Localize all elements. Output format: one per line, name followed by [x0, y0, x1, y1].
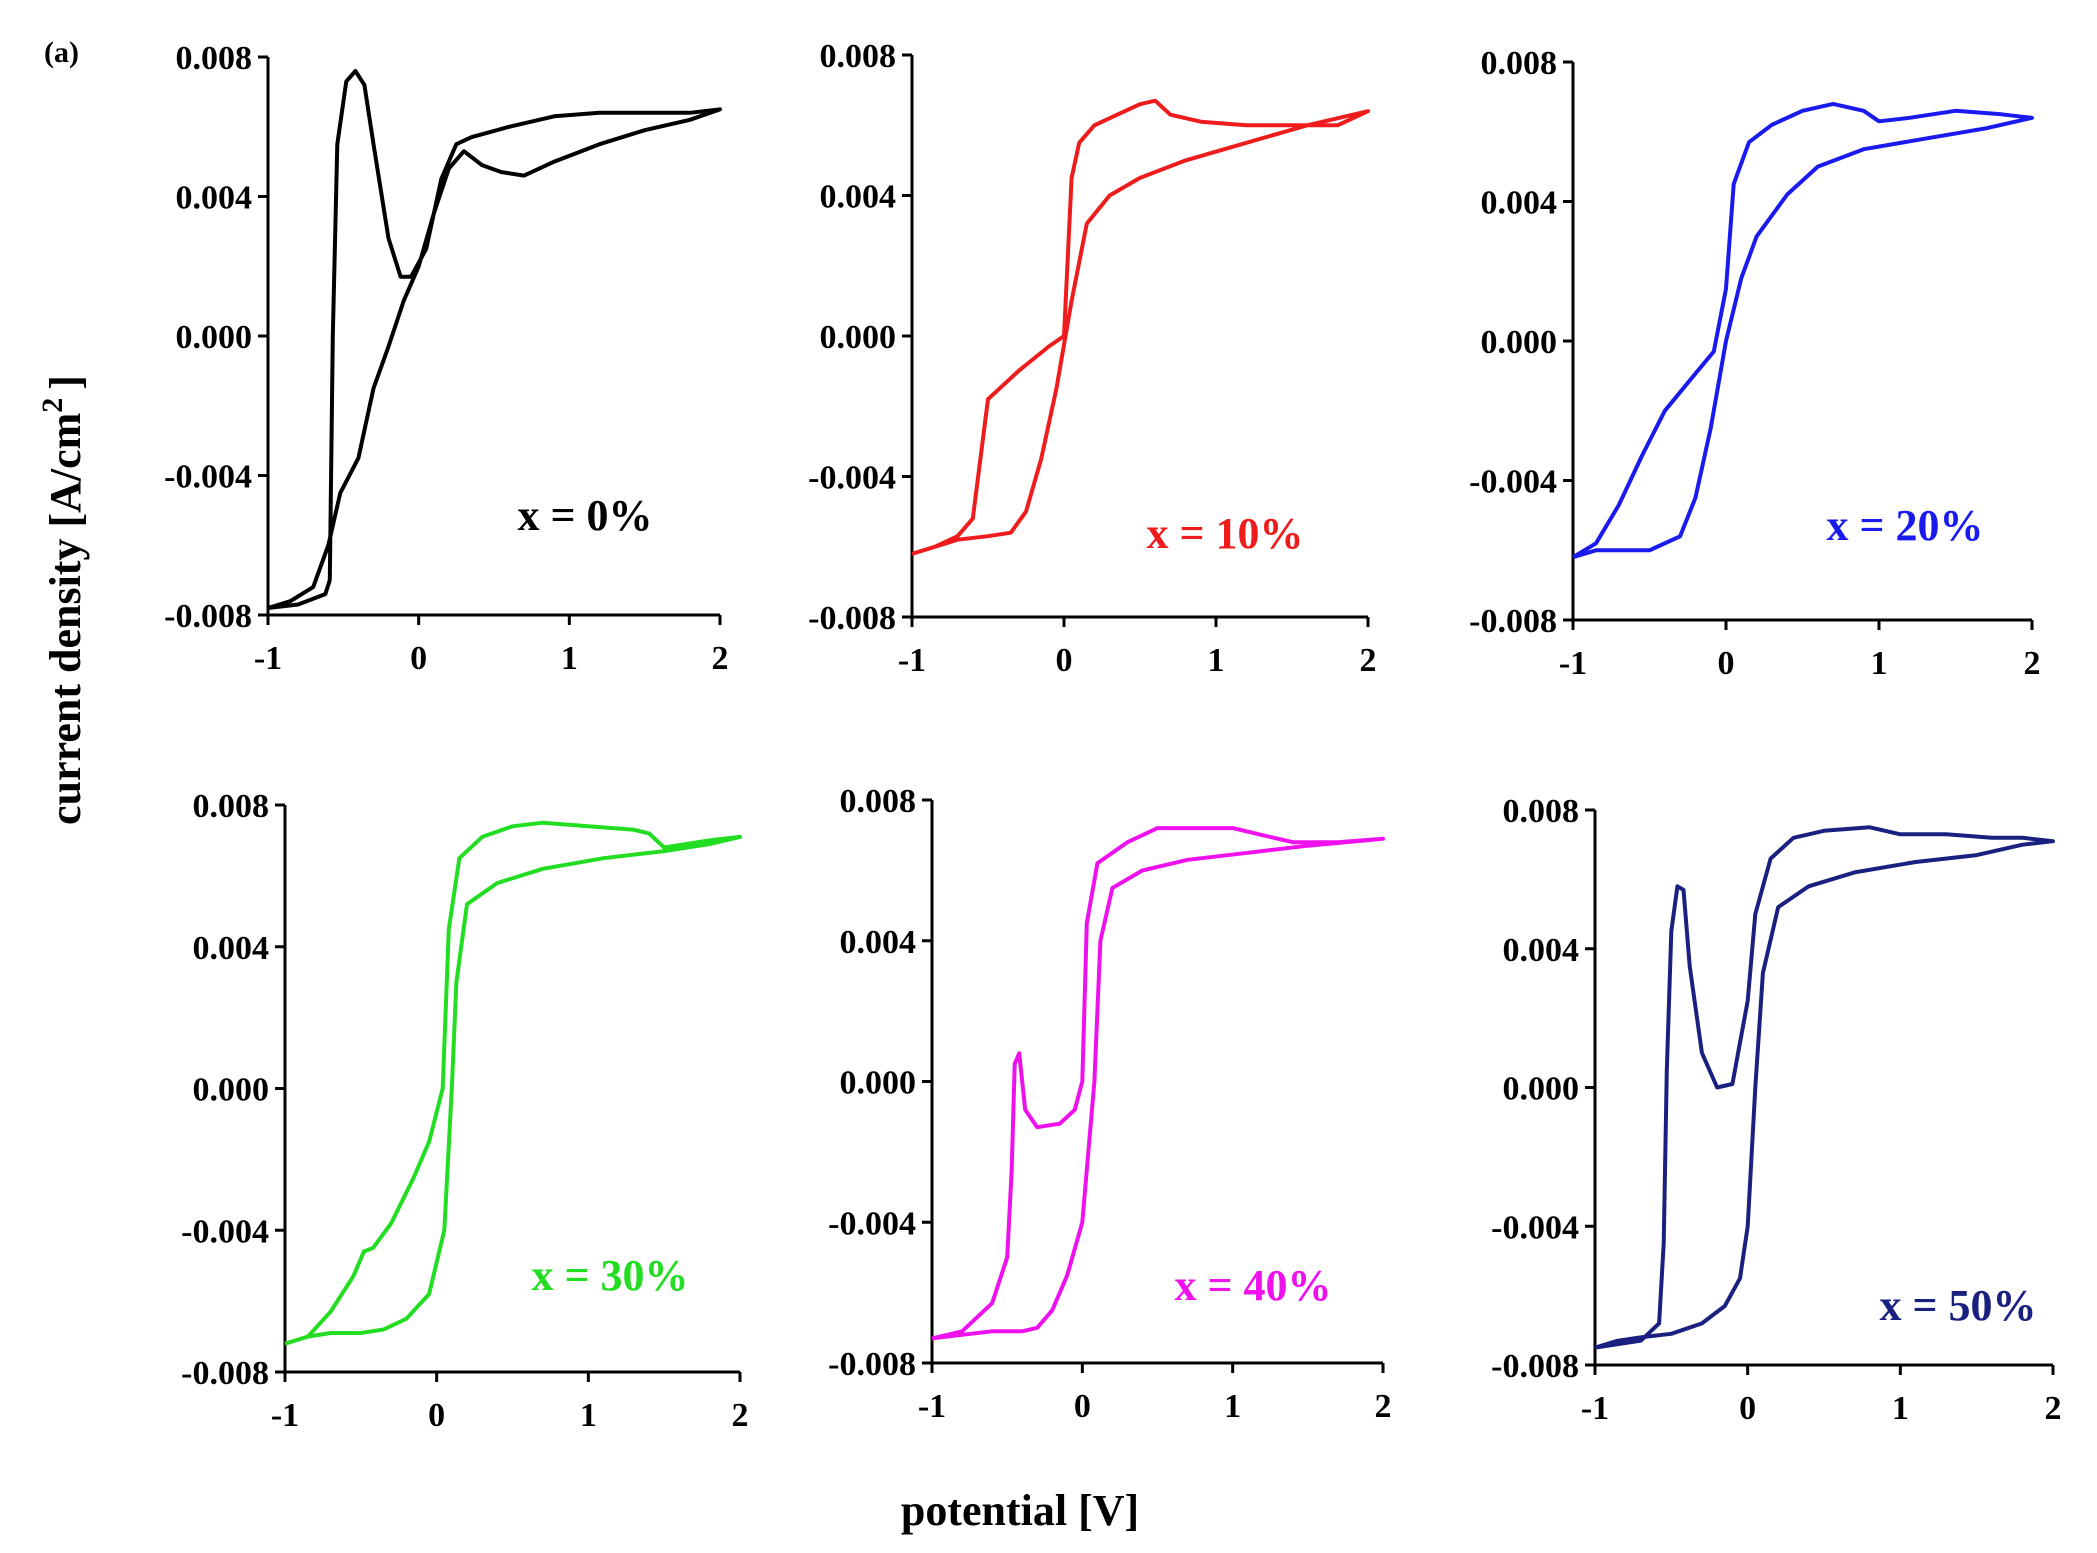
y-tick-label: 0.008 — [1481, 45, 1558, 82]
y-tick-label: 0.008 — [840, 783, 917, 820]
y-tick-label: 0.008 — [820, 38, 897, 75]
x-tick-label: 0 — [1718, 645, 1735, 682]
y-tick-label: 0.008 — [176, 40, 253, 77]
y-axis-title: current density [A/cm2] — [36, 375, 90, 825]
x-tick-label: 1 — [1892, 1390, 1909, 1427]
panel-tag: (a) — [44, 36, 79, 69]
x-tick-label: 1 — [561, 640, 578, 677]
y-tick-label: -0.008 — [181, 1355, 269, 1392]
x-tick-label: 2 — [1360, 642, 1377, 679]
y-tick-label: -0.004 — [808, 460, 896, 497]
y-tick-label: 0.004 — [176, 180, 253, 217]
y-tick-label: -0.004 — [164, 459, 252, 496]
composition-label: x = 20% — [1826, 501, 1983, 550]
composition-label: x = 40% — [1174, 1261, 1331, 1310]
y-tick-label: 0.004 — [1481, 185, 1558, 222]
composition-label: x = 50% — [1879, 1281, 2036, 1330]
y-tick-label: 0.008 — [193, 788, 270, 825]
y-axis-title-close: ] — [41, 375, 90, 390]
x-tick-label: 2 — [2045, 1390, 2062, 1427]
y-tick-label: -0.004 — [1491, 1209, 1579, 1246]
x-tick-label: -1 — [271, 1397, 299, 1434]
composition-label: x = 30% — [531, 1251, 688, 1300]
composition-label: x = 10% — [1146, 509, 1303, 558]
y-tick-label: 0.004 — [1503, 932, 1580, 969]
x-axis-title: potential [V] — [901, 1486, 1139, 1535]
y-tick-label: 0.000 — [193, 1072, 270, 1109]
y-tick-label: 0.008 — [1503, 793, 1580, 830]
x-tick-label: -1 — [1581, 1390, 1609, 1427]
chart-panel-6: -0.008 -0.004 0.000 0.004 0.008 -1 0 1 2 x = 50% — [1491, 793, 2061, 1427]
x-tick-label: 2 — [2024, 645, 2041, 682]
x-tick-label: 0 — [428, 1397, 445, 1434]
x-tick-label: 2 — [732, 1397, 749, 1434]
y-axis-title-text: current density [A/cm — [41, 413, 90, 825]
y-tick-label: 0.000 — [820, 319, 897, 356]
cv-curve — [267, 69, 722, 610]
x-tick-label: 0 — [1074, 1388, 1091, 1425]
y-tick-label: 0.004 — [193, 930, 270, 967]
x-tick-label: 1 — [1224, 1388, 1241, 1425]
y-tick-label: -0.004 — [828, 1205, 916, 1242]
y-tick-label: 0.000 — [1503, 1071, 1580, 1108]
x-tick-label: 0 — [1056, 642, 1073, 679]
y-tick-label: -0.008 — [1469, 603, 1557, 640]
cv-curve — [911, 98, 1370, 556]
x-tick-label: -1 — [898, 642, 926, 679]
composition-label: x = 0% — [517, 491, 652, 540]
cv-curve — [931, 826, 1385, 1341]
y-tick-label: 0.004 — [820, 179, 897, 216]
x-tick-label: -1 — [254, 640, 282, 677]
chart-panel-3: -0.008 -0.004 0.000 0.004 0.008 -1 0 1 2 x = 20% — [1469, 45, 2040, 682]
y-tick-label: 0.000 — [1481, 324, 1558, 361]
cv-curve — [1594, 825, 2055, 1350]
x-tick-label: 1 — [580, 1397, 597, 1434]
x-tick-label: 1 — [1208, 642, 1225, 679]
x-tick-label: -1 — [918, 1388, 946, 1425]
y-tick-label: -0.008 — [828, 1346, 916, 1383]
y-tick-label: -0.008 — [1491, 1348, 1579, 1385]
y-tick-label: -0.008 — [808, 600, 896, 637]
y-axis-title-superscript: 2 — [36, 398, 69, 413]
x-tick-label: 1 — [1871, 645, 1888, 682]
chart-panel-5: -0.008 -0.004 0.000 0.004 0.008 -1 0 1 2 x = 40% — [828, 783, 1391, 1425]
chart-panel-2: -0.008 -0.004 0.000 0.004 0.008 -1 0 1 2 x = 10% — [808, 38, 1376, 679]
x-tick-label: -1 — [1559, 645, 1587, 682]
cv-curve — [1571, 101, 2034, 560]
x-tick-label: 2 — [712, 640, 729, 677]
cv-curve — [284, 820, 742, 1346]
chart-panel-1: -0.008 -0.004 0.000 0.004 0.008 -1 0 1 2 x = 0% — [164, 40, 728, 677]
y-tick-label: -0.004 — [181, 1213, 269, 1250]
y-tick-label: -0.008 — [164, 598, 252, 635]
y-tick-label: 0.004 — [840, 924, 917, 961]
y-tick-label: -0.004 — [1469, 464, 1557, 501]
x-tick-label: 0 — [410, 640, 427, 677]
x-tick-label: 0 — [1739, 1390, 1756, 1427]
x-tick-label: 2 — [1375, 1388, 1392, 1425]
chart-panel-4: -0.008 -0.004 0.000 0.004 0.008 -1 0 1 2 x = 30% — [181, 788, 748, 1434]
y-tick-label: 0.000 — [840, 1065, 917, 1102]
y-tick-label: 0.000 — [176, 319, 253, 356]
